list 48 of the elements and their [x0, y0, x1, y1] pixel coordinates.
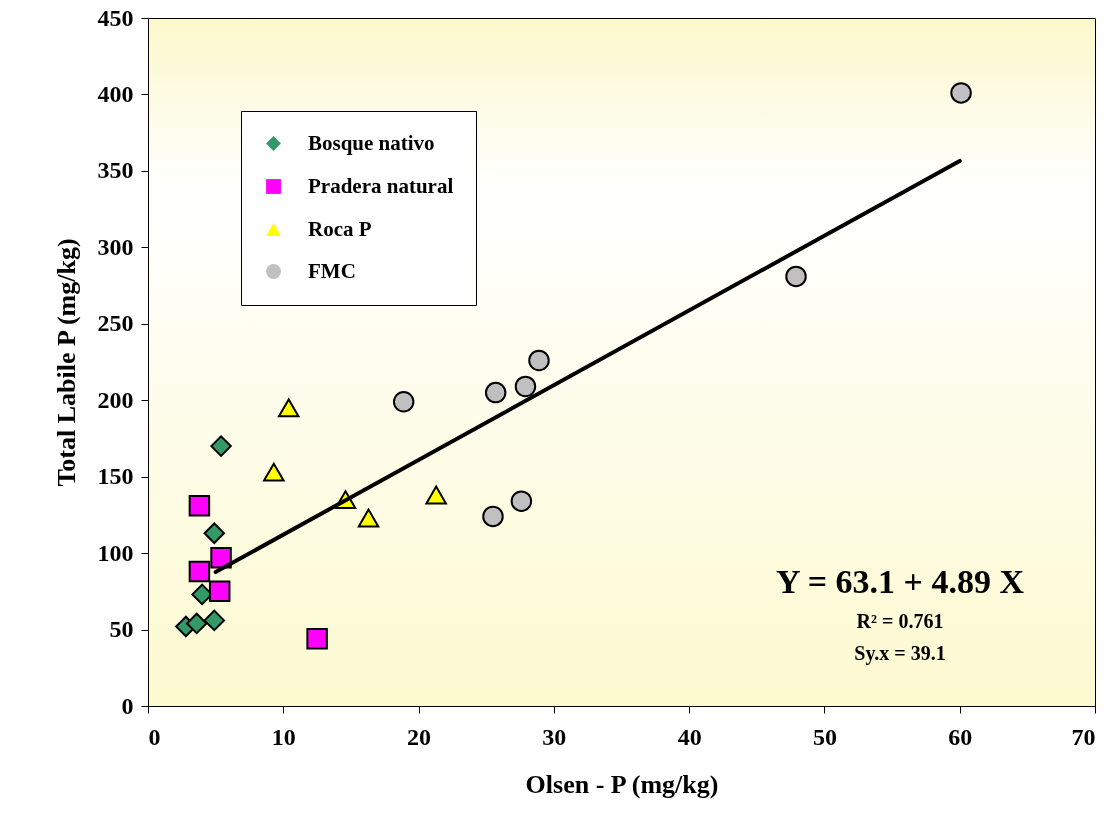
- point: [785, 265, 807, 288]
- point: [482, 505, 504, 528]
- y-tick-label: 50: [109, 616, 134, 643]
- y-tick-label: 400: [97, 80, 134, 107]
- x-tick-label: 30: [542, 723, 567, 750]
- x-tick-label: 40: [677, 723, 702, 750]
- y-tick-label: 300: [97, 233, 134, 260]
- point: [950, 82, 972, 104]
- point: [277, 398, 300, 418]
- x-tick-label: 50: [812, 723, 837, 750]
- legend-label: Bosque nativo: [308, 130, 435, 155]
- point: [203, 609, 226, 632]
- point: [185, 612, 208, 635]
- point: [188, 560, 211, 583]
- point: [306, 627, 328, 650]
- annotation: Y = 63.1 + 4.89 X: [775, 563, 1025, 600]
- point: [210, 435, 232, 457]
- annotation: Sy.x = 39.1: [854, 642, 946, 665]
- x-tick-label: 70: [1071, 723, 1096, 750]
- legend-label: Pradera natural: [308, 173, 454, 198]
- point: [510, 490, 533, 512]
- y-axis-title: Total Labile P (mg/kg): [51, 238, 81, 487]
- y-tick-label: 0: [121, 692, 134, 719]
- point: [392, 391, 415, 413]
- point: [528, 349, 550, 372]
- point: [514, 375, 537, 398]
- point: [263, 462, 285, 482]
- y-tick-label: 100: [97, 539, 134, 566]
- x-axis-title: Olsen - P (mg/kg): [525, 769, 719, 799]
- point: [425, 485, 447, 505]
- point: [188, 494, 211, 517]
- y-tick-label: 350: [97, 157, 134, 184]
- legend-label: FMC: [308, 258, 356, 283]
- x-tick-label: 20: [407, 723, 432, 750]
- y-tick-label: 450: [97, 4, 134, 31]
- point: [210, 546, 232, 569]
- annotation: R² = 0.761: [856, 610, 944, 632]
- y-tick-label: 150: [97, 463, 134, 490]
- y-tick-label: 200: [97, 386, 134, 413]
- x-tick-label: 60: [948, 723, 973, 750]
- point: [203, 522, 226, 544]
- x-tick-label: 10: [271, 723, 296, 750]
- point: [484, 381, 507, 404]
- x-tick-label: 0: [148, 723, 161, 750]
- point: [208, 580, 231, 603]
- y-tick-label: 250: [97, 310, 134, 337]
- legend-label: Roca P: [308, 216, 372, 241]
- point: [357, 508, 380, 528]
